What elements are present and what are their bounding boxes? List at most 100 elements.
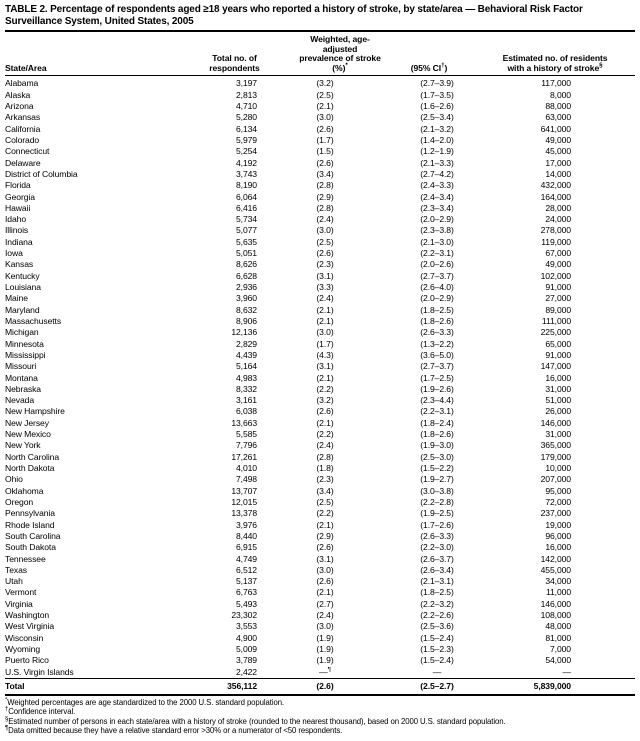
table-row: Nevada 3,161 (3.2) (2.3–4.4) 51,000 [5, 395, 635, 406]
cell-ci: (2.2–3.1) [420, 248, 454, 259]
cell-state: Indiana [5, 236, 33, 247]
total-cell-state: Total [5, 677, 190, 696]
cell-ci: (1.5–2.3) [420, 644, 454, 654]
cell-respondents: 3,161 [235, 395, 257, 406]
cell-estimated: 31,000 [545, 429, 571, 440]
table-row: Nebraska 8,332 (2.2) (1.9–2.6) 31,000 [5, 384, 635, 395]
cell-prevalence: (3.0) [316, 112, 334, 123]
cell-ci: (1.7–2.6) [420, 519, 454, 530]
cell-estimated: 117,000 [541, 78, 571, 89]
column-header-ci: (95% CI†) [385, 32, 489, 77]
cell-prevalence: (2.6) [316, 157, 334, 168]
cell-respondents: 5,635 [235, 236, 257, 247]
cell-ci: (3.0–3.8) [420, 485, 454, 496]
cell-state: Iowa [5, 248, 23, 259]
cell-prevalence: (3.4) [316, 168, 334, 179]
cell-state: Wisconsin [5, 632, 44, 643]
table-row: Rhode Island 3,976 (2.1) (1.7–2.6) 19,000 [5, 520, 635, 531]
cell-estimated: 28,000 [545, 202, 571, 213]
cell-state: Arizona [5, 101, 34, 111]
cell-state: Nevada [5, 395, 35, 406]
table-row: Georgia 6,064 (2.9) (2.4–3.4) 164,000 [5, 192, 635, 203]
cell-state: Colorado [5, 134, 40, 145]
cell-estimated: 641,000 [540, 123, 571, 134]
cell-respondents: 2,829 [235, 338, 257, 349]
cell-ci: (1.7–3.5) [420, 89, 454, 100]
cell-ci: (2.0–2.6) [420, 259, 454, 270]
cell-ci: (2.1–3.2) [420, 123, 454, 134]
total-cell-estimated: 5,839,000 [489, 677, 635, 696]
cell-ci: (2.4–3.3) [420, 180, 454, 191]
cell-estimated: 17,000 [545, 157, 571, 168]
footnote: ¶Data omitted because they have a relati… [5, 725, 343, 736]
cell-prevalence: (3.0) [316, 621, 334, 632]
cell-state: Maryland [5, 304, 40, 315]
cell-prevalence: (1.9) [316, 655, 334, 666]
cell-respondents: 6,763 [235, 587, 257, 598]
cell-respondents: 5,077 [235, 225, 257, 236]
cell-state: Kansas [5, 259, 34, 270]
cell-respondents: 5,585 [235, 429, 257, 440]
cell-respondents: 8,632 [235, 304, 257, 315]
cell-state: Idaho [5, 214, 27, 225]
cell-prevalence: (2.1) [316, 315, 334, 326]
cell-ci: (1.9–3.0) [420, 440, 454, 451]
table-row: South Dakota 6,915 (2.6) (2.2–3.0) 16,000 [5, 542, 635, 553]
table-row: Minnesota 2,829 (1.7) (1.3–2.2) 65,000 [5, 339, 635, 350]
cell-ci: (1.9–2.6) [420, 383, 454, 394]
cell-ci: (2.2–2.8) [420, 496, 454, 507]
table-row: New York 7,796 (2.4) (1.9–3.0) 365,000 [5, 440, 635, 451]
cell-respondents: 6,628 [235, 270, 257, 281]
cell-estimated: 164,000 [540, 191, 571, 202]
cell-estimated: 49,000 [545, 259, 571, 270]
cell-state: Rhode Island [5, 519, 55, 530]
cell-respondents: 6,512 [235, 564, 257, 575]
cell-prevalence: (4.3) [316, 349, 334, 360]
cell-ci: (2.6–4.0) [420, 282, 454, 292]
cell-prevalence: (3.2) [316, 395, 334, 406]
cell-ci: (2.6–3.3) [420, 530, 454, 541]
footnotes: *Weighted percentages are age standardiz… [5, 697, 637, 736]
cell-ci: (2.7–4.2) [420, 168, 454, 179]
table-row: Maryland 8,632 (2.1) (1.8–2.5) 89,000 [5, 305, 635, 316]
cell-respondents: 8,906 [235, 315, 257, 326]
cell-ci: (2.7–3.7) [420, 361, 454, 372]
cell-respondents: 2,422 [235, 666, 257, 677]
cell-estimated: 96,000 [545, 530, 571, 541]
cell-ci: (1.7–2.5) [420, 372, 454, 383]
cell-state: Pennsylvania [5, 508, 55, 519]
table-row: Wyoming 5,009 (1.9) (1.5–2.3) 7,000 [5, 644, 635, 655]
column-header-respondents: Total no. of respondents [190, 32, 265, 77]
cell-prevalence: (3.0) [316, 327, 334, 338]
cell-respondents: 12,136 [231, 327, 257, 338]
cell-prevalence: (3.0) [316, 225, 334, 236]
cell-respondents: 13,663 [231, 417, 257, 428]
cell-estimated: 146,000 [540, 417, 571, 428]
cell-respondents: 8,190 [235, 180, 257, 191]
cell-state: Michigan [5, 327, 39, 338]
total-cell-prevalence: (2.6) [265, 677, 385, 696]
cell-prevalence: (2.8) [316, 202, 334, 213]
cell-respondents: 2,936 [235, 282, 257, 292]
cell-respondents: 13,378 [231, 508, 257, 519]
cell-state: Oregon [5, 496, 34, 507]
cell-prevalence: (2.5) [316, 236, 334, 247]
cell-prevalence: (3.2) [316, 78, 334, 89]
cell-prevalence: (2.5) [316, 496, 334, 507]
cell-state: Florida [5, 180, 31, 191]
cell-ci: (2.5–3.0) [420, 451, 454, 462]
column-header-state: State/Area [5, 32, 190, 77]
table-title: TABLE 2. Percentage of respondents aged … [5, 4, 583, 27]
cell-prevalence: (1.8) [316, 463, 334, 473]
cell-state: West Virginia [5, 621, 55, 632]
table-total-section: Total 356,112 (2.6) (2.5–2.7) 5,839,000 [5, 677, 635, 696]
cell-estimated: 45,000 [545, 146, 571, 157]
cell-ci: (1.8–2.5) [420, 587, 454, 598]
cell-state: Puerto Rico [5, 655, 49, 666]
cell-ci: (2.6–3.4) [420, 564, 454, 575]
cell-prevalence: (3.1) [316, 553, 334, 564]
total-row: Total 356,112 (2.6) (2.5–2.7) 5,839,000 [5, 677, 635, 696]
table-row: Colorado 5,979 (1.7) (1.4–2.0) 49,000 [5, 135, 635, 146]
cell-estimated: 95,000 [545, 485, 571, 496]
cell-estimated: 24,000 [545, 214, 571, 225]
